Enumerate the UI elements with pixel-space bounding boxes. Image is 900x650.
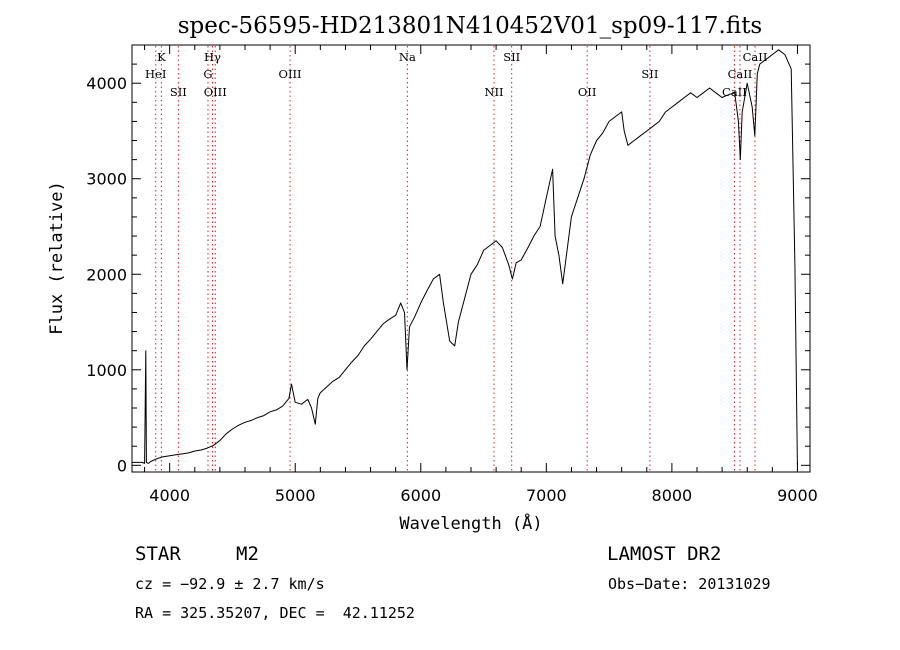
object-class: STAR [135, 543, 181, 565]
x-axis-label: Wavelength (Å) [399, 512, 542, 534]
line-label-14: CaII [743, 50, 768, 64]
line-label-3: Hγ [204, 50, 221, 64]
line-label-12: CaII [722, 85, 747, 99]
x-tick-label: 9000 [777, 486, 818, 505]
line-label-2: SII [170, 85, 187, 99]
chart-title: spec-56595-HD213801N410452V01_sp09-117.f… [178, 13, 763, 39]
spectral-line-markers: K HeI SII Hγ G OIII OIII Na NII SII OII SII CaII CaII… [145, 46, 767, 471]
x-tick-label: 5000 [275, 486, 316, 505]
line-label-4: G [203, 67, 212, 81]
line-label-6: OIII [279, 67, 302, 81]
y-axis-label: Flux (relative) [47, 181, 67, 335]
coordinates: RA = 325.35207, DEC = 42.11252 [135, 604, 415, 622]
line-label-10: OII [578, 85, 597, 99]
line-label-1: HeI [145, 67, 166, 81]
x-tick-label: 7000 [526, 486, 567, 505]
line-label-5: OIII [204, 85, 227, 99]
line-label-8: NII [484, 85, 503, 99]
object-subclass: M2 [236, 543, 259, 565]
line-label-13: CaII [728, 67, 753, 81]
line-label-11: SII [641, 67, 658, 81]
y-tick-label: 1000 [86, 361, 127, 380]
obs-date: Obs−Date: 20131029 [608, 575, 771, 593]
line-label-9: SII [503, 50, 520, 64]
spectrum-series [132, 49, 798, 466]
line-label-7: Na [399, 50, 416, 64]
y-tick-label: 0 [117, 456, 127, 475]
x-tick-label: 8000 [652, 486, 693, 505]
axis-ticks: 4000 5000 6000 7000 8000 9000 0 1000 2000 3000 400… [86, 45, 818, 505]
spectrum-line-0 [132, 49, 798, 466]
plot-frame [131, 44, 811, 473]
x-tick-label: 4000 [149, 486, 190, 505]
y-tick-label: 3000 [86, 170, 127, 189]
redshift-text: cz = −92.9 ± 2.7 km/s [135, 575, 325, 593]
line-label-0: K [157, 50, 166, 64]
x-tick-label: 6000 [400, 486, 441, 505]
survey-name: LAMOST DR2 [607, 543, 722, 565]
y-tick-label: 2000 [86, 265, 127, 284]
y-tick-label: 4000 [86, 74, 127, 93]
